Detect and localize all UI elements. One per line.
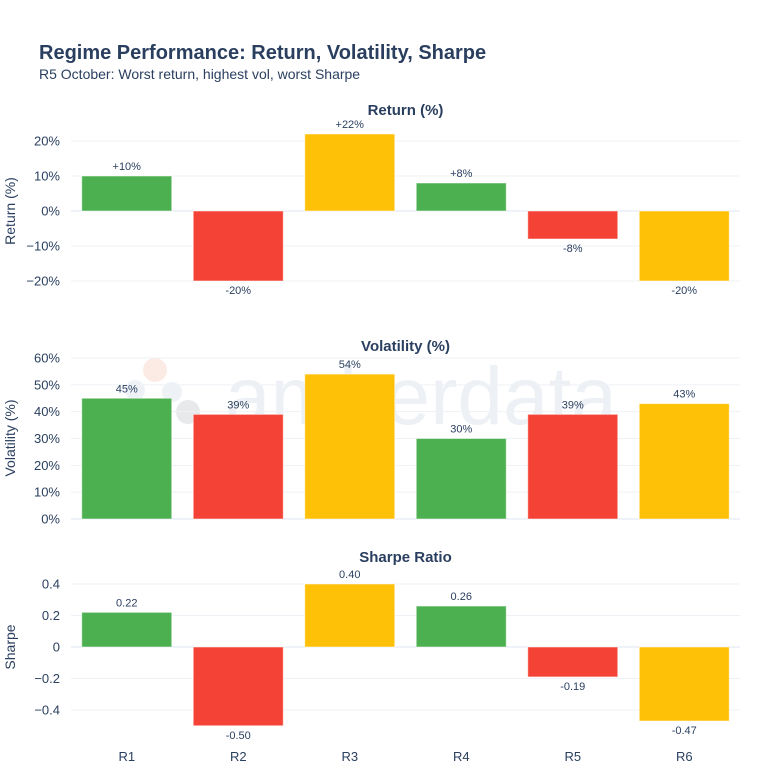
y-tick-label: 60% (34, 351, 60, 366)
bar-value-label: 39% (562, 399, 584, 411)
bar-r1[interactable] (81, 611, 173, 648)
y-tick-label: 0.2 (42, 608, 60, 623)
bar-value-label: -20% (225, 285, 251, 297)
bar-r4[interactable] (415, 438, 507, 520)
bar-value-label: 0.26 (451, 591, 472, 603)
watermark-logo: amberdata (100, 351, 617, 442)
panel-2: Volatility (%) 60% 50% 40% 30% 20% 10% 0% Volati… (2, 338, 740, 527)
bar-value-label: -20% (671, 285, 697, 297)
y-tick-label: 0% (41, 512, 60, 527)
y-tick-label: 30% (34, 431, 60, 446)
y-tick-label: −10% (26, 239, 60, 254)
bar-value-label: 45% (116, 383, 138, 395)
y-tick-label: 40% (34, 404, 60, 419)
bar-r2[interactable] (192, 413, 284, 520)
bar-value-label: 0.22 (116, 597, 137, 609)
bar-r1[interactable] (81, 397, 173, 520)
bar-value-label: 0.40 (339, 569, 360, 581)
bar-r2[interactable] (192, 646, 284, 727)
bar-r2[interactable] (192, 210, 284, 282)
y-tick-label: 20% (34, 134, 60, 149)
bar-r4[interactable] (415, 605, 507, 648)
panel-title: Return (%) (368, 102, 444, 119)
bar-r5[interactable] (527, 210, 619, 240)
x-tick-label: R5 (564, 749, 581, 764)
bar-r6[interactable] (638, 210, 730, 282)
y-tick-label: −0.2 (34, 671, 60, 686)
bar-value-label: +8% (450, 168, 473, 180)
chart-title: Regime Performance: Return, Volatility, … (39, 42, 487, 64)
y-tick-label: −20% (26, 274, 60, 289)
bar-value-label: +10% (113, 161, 142, 173)
bar-value-label: -0.19 (560, 681, 585, 693)
bar-r4[interactable] (415, 182, 507, 212)
chart-subtitle: R5 October: Worst return, highest vol, w… (39, 66, 361, 82)
y-tick-label: 0% (41, 204, 60, 219)
y-tick-label: −0.4 (34, 703, 60, 718)
panel-title: Sharpe Ratio (359, 549, 452, 566)
y-tick-label: 20% (34, 458, 60, 473)
bar-value-label: 39% (227, 399, 249, 411)
panel-1: Return (%) 20% 10% 0% −10% −20% Return (%) +10%… (2, 102, 740, 297)
y-tick-label: 10% (34, 485, 60, 500)
bar-value-label: 30% (450, 424, 472, 436)
bar-r3[interactable] (304, 583, 396, 648)
x-tick-label: R1 (118, 749, 135, 764)
bar-value-label: 54% (339, 359, 361, 371)
bar-r3[interactable] (304, 133, 396, 212)
y-axis-label: Sharpe (2, 624, 18, 669)
y-tick-label: 50% (34, 377, 60, 392)
y-tick-label: 0.4 (42, 577, 60, 592)
bar-r1[interactable] (81, 175, 173, 212)
x-tick-label: R2 (230, 749, 247, 764)
y-tick-label: 10% (34, 169, 60, 184)
x-tick-label: R3 (341, 749, 358, 764)
bar-value-label: 43% (673, 389, 695, 401)
bar-r3[interactable] (304, 373, 396, 520)
y-axis-label: Volatility (%) (2, 399, 18, 476)
bar-r5[interactable] (527, 413, 619, 520)
bar-value-label: -0.50 (226, 730, 251, 742)
panel-title: Volatility (%) (361, 338, 450, 355)
bar-value-label: +22% (336, 119, 365, 131)
x-tick-label: R4 (453, 749, 470, 764)
y-tick-label: 0 (53, 640, 60, 655)
bar-r6[interactable] (638, 403, 730, 520)
panel-3: Sharpe Ratio 0.4 0.2 0 −0.2 −0.4 Sharpe 0.22 -0.… (2, 549, 740, 742)
y-axis-label: Return (%) (2, 177, 18, 245)
x-tick-label: R6 (676, 749, 693, 764)
bar-value-label: -0.47 (672, 725, 697, 737)
bar-value-label: -8% (563, 243, 583, 255)
bar-r6[interactable] (638, 646, 730, 722)
bar-r5[interactable] (527, 646, 619, 678)
